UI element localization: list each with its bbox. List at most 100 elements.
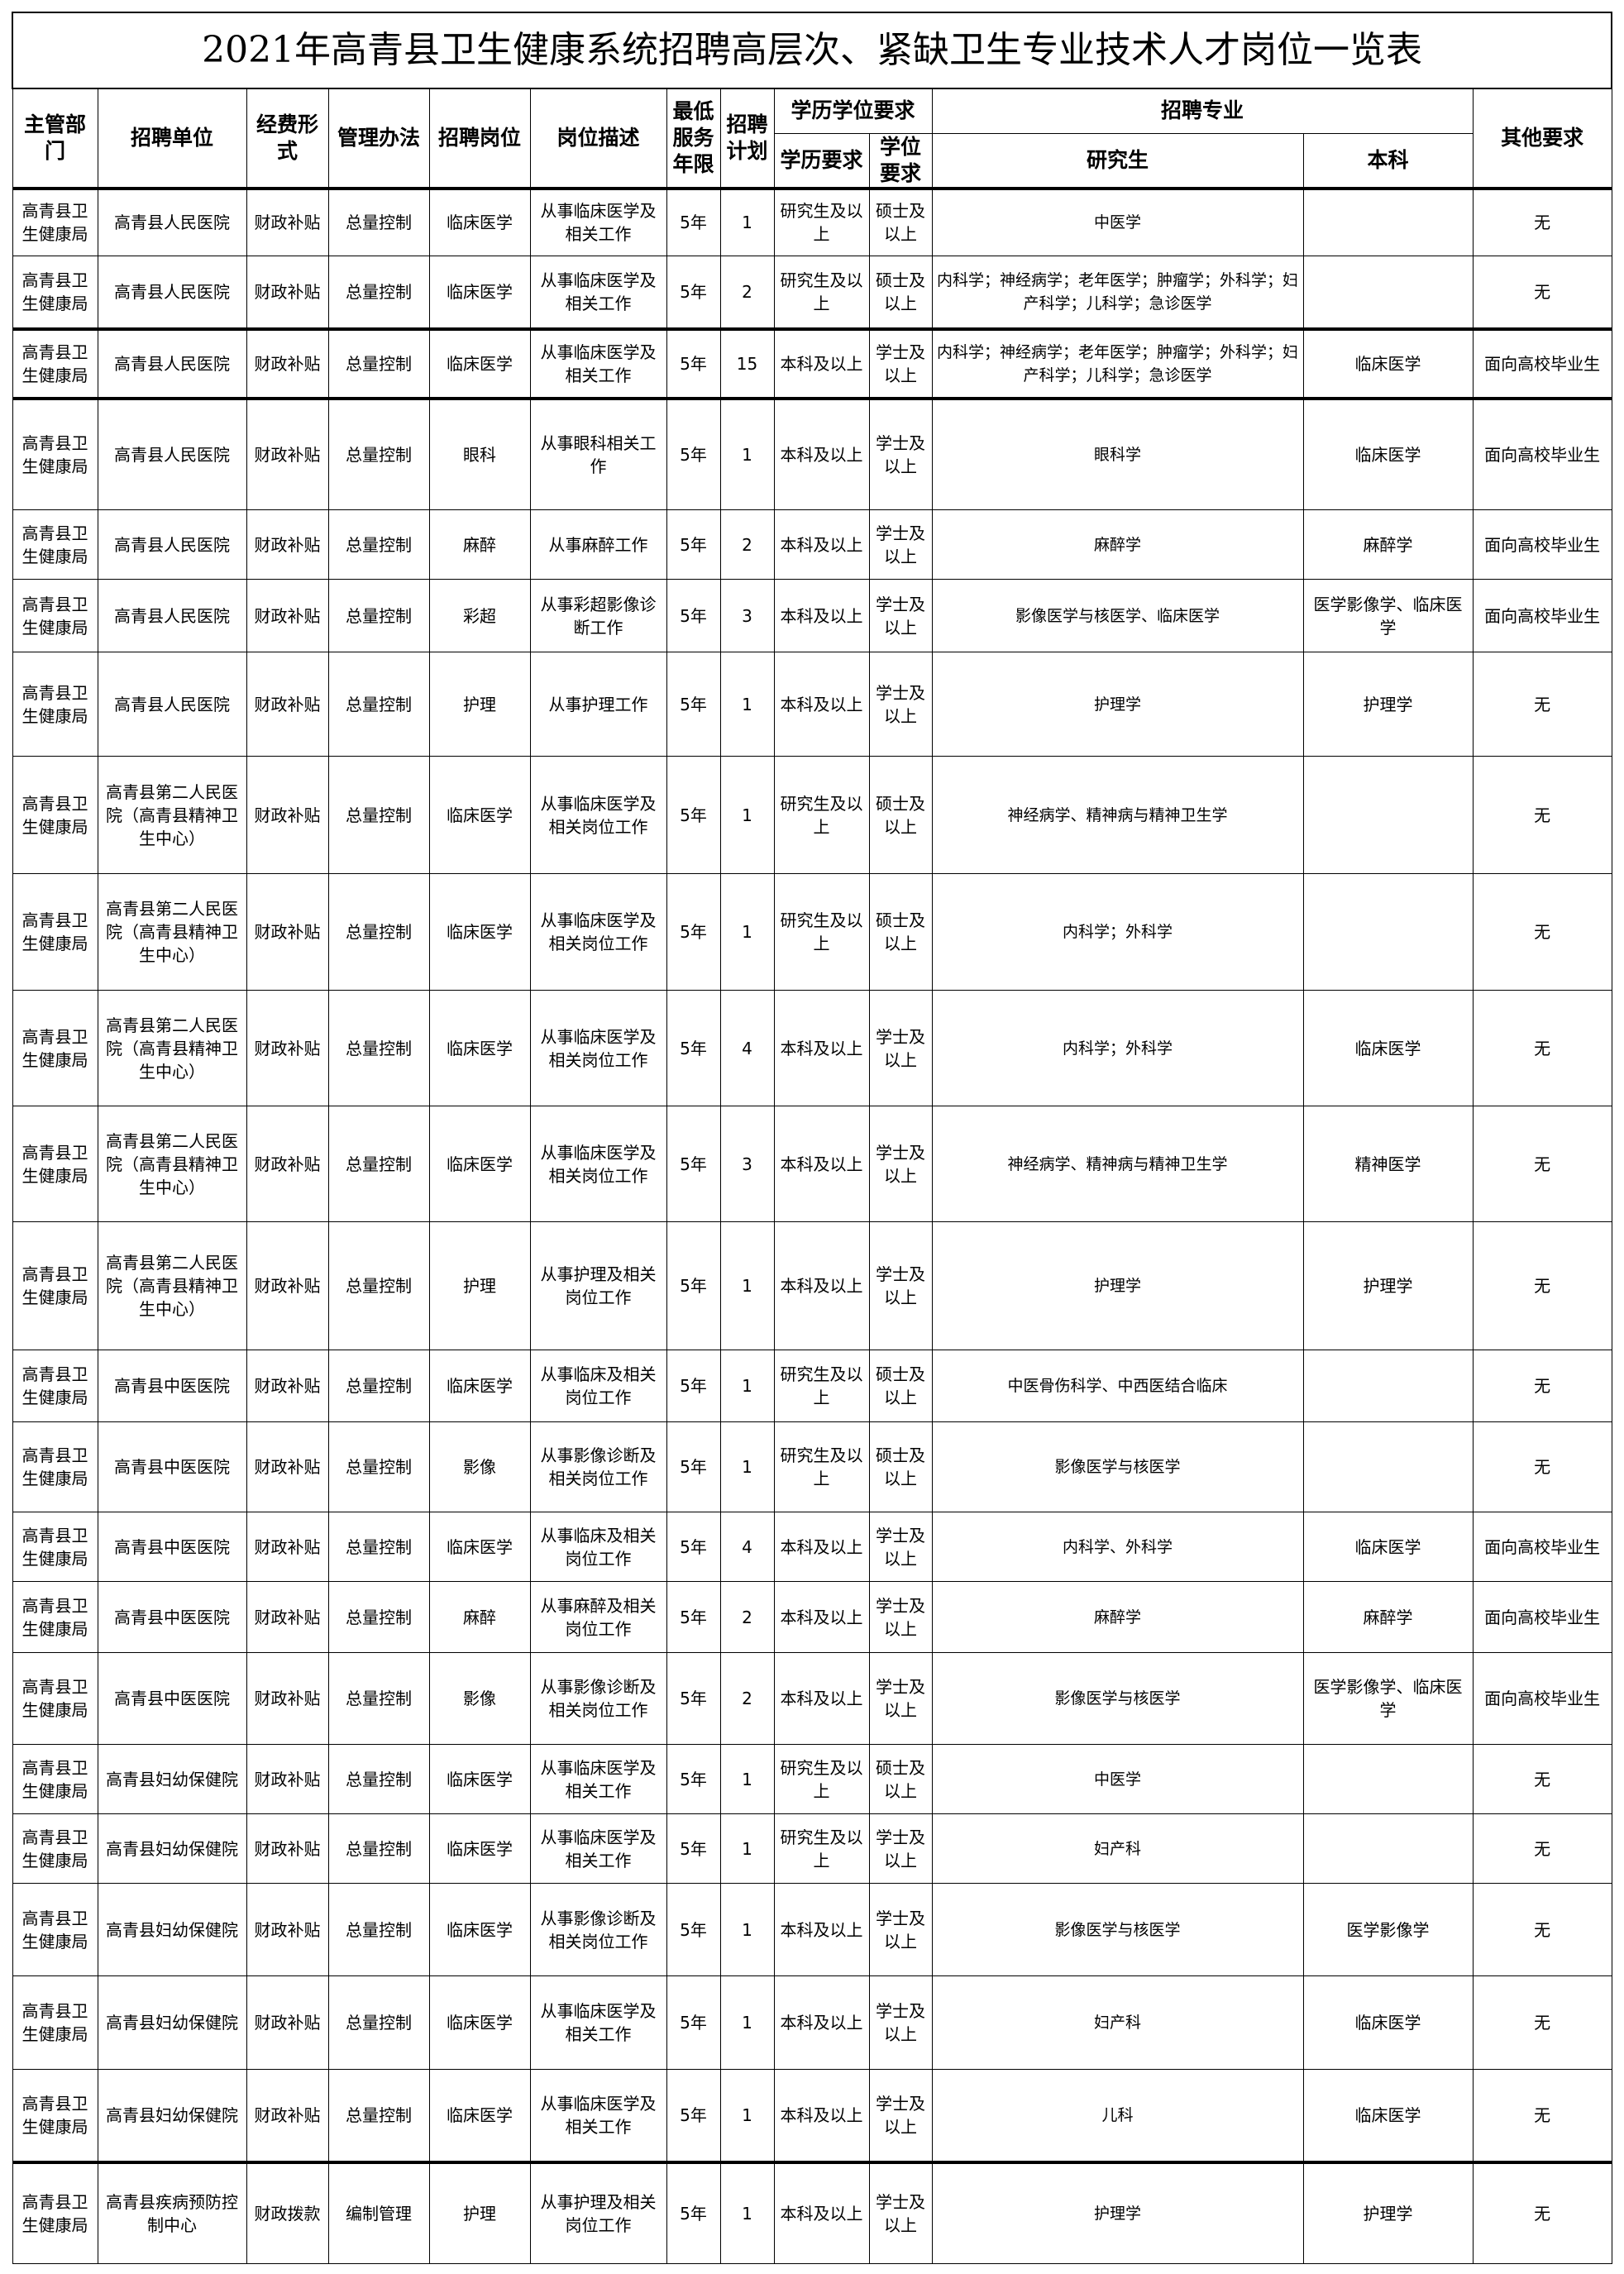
- cell-funding: 财政拨款: [246, 2160, 329, 2264]
- cell-dept: 高青县卫生健康局: [12, 756, 98, 874]
- cell-graduate: 内科学；神经病学；老年医学；肿瘤学；外科学；妇产科学；儿科学；急诊医学: [931, 256, 1304, 329]
- cell-unit: 高青县第二人民医院（高青县精神卫生中心）: [97, 990, 247, 1106]
- cell-other: 面向高校毕业生: [1472, 327, 1612, 399]
- cell-undergrad: 临床医学: [1302, 1512, 1474, 1582]
- cell-position: 临床医学: [428, 256, 531, 329]
- cell-years: 5年: [666, 327, 721, 399]
- cell-education: 本科及以上: [773, 2160, 870, 2264]
- cell-position: 临床医学: [428, 1512, 531, 1582]
- cell-education: 研究生及以上: [773, 1421, 870, 1512]
- cell-description: 从事临床医学及相关工作: [529, 2069, 667, 2162]
- cell-plan: 1: [719, 1813, 775, 1884]
- cell-description: 从事护理及相关岗位工作: [529, 2160, 667, 2264]
- cell-education: 本科及以上: [773, 509, 870, 580]
- table-row: 高青县卫生健康局 高青县人民医院 财政补贴 总量控制 护理 从事护理工作 5年 1 本科及以上学…: [12, 652, 1612, 757]
- cell-undergrad: 临床医学: [1302, 1975, 1474, 2070]
- cell-plan: 1: [719, 1221, 775, 1350]
- cell-unit: 高青县妇幼保健院: [97, 1744, 247, 1814]
- cell-unit: 高青县人民医院: [97, 186, 247, 256]
- header-graduate: 研究生: [931, 132, 1304, 190]
- cell-degree: 硕士及以上: [868, 1350, 933, 1422]
- cell-plan: 1: [719, 873, 775, 991]
- cell-other: 无: [1472, 1975, 1612, 2070]
- cell-education: 本科及以上: [773, 1106, 870, 1222]
- cell-position: 影像: [428, 1652, 531, 1745]
- cell-dept: 高青县卫生健康局: [12, 1883, 98, 1976]
- header-other: 其他要求: [1472, 88, 1612, 189]
- cell-unit: 高青县中医医院: [97, 1421, 247, 1512]
- cell-degree: 学士及以上: [868, 579, 933, 652]
- cell-description: 从事临床医学及相关岗位工作: [529, 1106, 667, 1222]
- cell-education: 研究生及以上: [773, 756, 870, 874]
- cell-other: 无: [1472, 2160, 1612, 2264]
- cell-plan: 1: [719, 1883, 775, 1976]
- cell-dept: 高青县卫生健康局: [12, 1106, 98, 1222]
- cell-plan: 1: [719, 1350, 775, 1422]
- recruitment-table: 2021年高青县卫生健康系统招聘高层次、紧缺卫生专业技术人才岗位一览表 主管部门…: [11, 12, 1613, 2264]
- cell-graduate: 内科学；神经病学；老年医学；肿瘤学；外科学；妇产科学；儿科学；急诊医学: [931, 327, 1304, 399]
- cell-position: 护理: [428, 2160, 531, 2264]
- table-row: 高青县卫生健康局 高青县第二人民医院（高青县精神卫生中心） 财政补贴 总量控制 临床医学…: [12, 756, 1612, 874]
- cell-dept: 高青县卫生健康局: [12, 2160, 98, 2264]
- cell-undergrad: 医学影像学、临床医学: [1302, 1652, 1474, 1745]
- cell-unit: 高青县第二人民医院（高青县精神卫生中心）: [97, 873, 247, 991]
- cell-management: 总量控制: [327, 1883, 430, 1976]
- cell-undergrad: 医学影像学: [1302, 1883, 1474, 1976]
- table-row: 高青县卫生健康局 高青县中医医院 财政补贴 总量控制 临床医学 从事临床及相关岗位工作 5年…: [12, 1512, 1612, 1582]
- cell-position: 临床医学: [428, 1883, 531, 1976]
- cell-years: 5年: [666, 1106, 721, 1222]
- cell-position: 临床医学: [428, 756, 531, 874]
- cell-graduate: 中医学: [931, 186, 1304, 256]
- cell-description: 从事临床医学及相关工作: [529, 1744, 667, 1814]
- cell-dept: 高青县卫生健康局: [12, 1350, 98, 1422]
- cell-other: 无: [1472, 256, 1612, 329]
- cell-years: 5年: [666, 652, 721, 757]
- cell-funding: 财政补贴: [246, 1512, 329, 1582]
- cell-degree: 学士及以上: [868, 1652, 933, 1745]
- cell-education: 本科及以上: [773, 1652, 870, 1745]
- cell-graduate: 眼科学: [931, 396, 1304, 510]
- cell-education: 本科及以上: [773, 1975, 870, 2070]
- cell-years: 5年: [666, 1744, 721, 1814]
- cell-funding: 财政补贴: [246, 1975, 329, 2070]
- cell-education: 研究生及以上: [773, 186, 870, 256]
- cell-dept: 高青县卫生健康局: [12, 579, 98, 652]
- cell-unit: 高青县中医医院: [97, 1512, 247, 1582]
- cell-other: 无: [1472, 2069, 1612, 2162]
- cell-graduate: 中医学: [931, 1744, 1304, 1814]
- cell-management: 总量控制: [327, 186, 430, 256]
- cell-education: 本科及以上: [773, 1512, 870, 1582]
- cell-dept: 高青县卫生健康局: [12, 509, 98, 580]
- table-row: 高青县卫生健康局 高青县妇幼保健院 财政补贴 总量控制 临床医学 从事影像诊断及相关岗位工…: [12, 1883, 1612, 1976]
- cell-years: 5年: [666, 186, 721, 256]
- cell-plan: 4: [719, 1512, 775, 1582]
- cell-undergrad: [1302, 1350, 1474, 1422]
- cell-management: 总量控制: [327, 396, 430, 510]
- cell-degree: 学士及以上: [868, 1883, 933, 1976]
- cell-education: 本科及以上: [773, 1581, 870, 1653]
- cell-undergrad: [1302, 186, 1474, 256]
- cell-funding: 财政补贴: [246, 579, 329, 652]
- cell-graduate: 内科学、外科学: [931, 1512, 1304, 1582]
- cell-funding: 财政补贴: [246, 1350, 329, 1422]
- cell-undergrad: 临床医学: [1302, 327, 1474, 399]
- cell-graduate: 神经病学、精神病与精神卫生学: [931, 756, 1304, 874]
- cell-unit: 高青县人民医院: [97, 579, 247, 652]
- cell-education: 研究生及以上: [773, 1350, 870, 1422]
- cell-dept: 高青县卫生健康局: [12, 1744, 98, 1814]
- cell-unit: 高青县第二人民医院（高青县精神卫生中心）: [97, 1221, 247, 1350]
- cell-plan: 15: [719, 327, 775, 399]
- cell-other: 面向高校毕业生: [1472, 579, 1612, 652]
- cell-education: 本科及以上: [773, 990, 870, 1106]
- cell-unit: 高青县中医医院: [97, 1581, 247, 1653]
- cell-dept: 高青县卫生健康局: [12, 396, 98, 510]
- cell-graduate: 妇产科: [931, 1975, 1304, 2070]
- cell-undergrad: 麻醉学: [1302, 1581, 1474, 1653]
- header-degree: 学位要求: [868, 132, 933, 190]
- cell-plan: 1: [719, 186, 775, 256]
- page-title: 2021年高青县卫生健康系统招聘高层次、紧缺卫生专业技术人才岗位一览表: [11, 12, 1613, 89]
- cell-years: 5年: [666, 873, 721, 991]
- cell-position: 临床医学: [428, 1813, 531, 1884]
- cell-position: 护理: [428, 1221, 531, 1350]
- table-row: 高青县卫生健康局 高青县妇幼保健院 财政补贴 总量控制 临床医学 从事临床医学及相关工作 5…: [12, 1975, 1612, 2070]
